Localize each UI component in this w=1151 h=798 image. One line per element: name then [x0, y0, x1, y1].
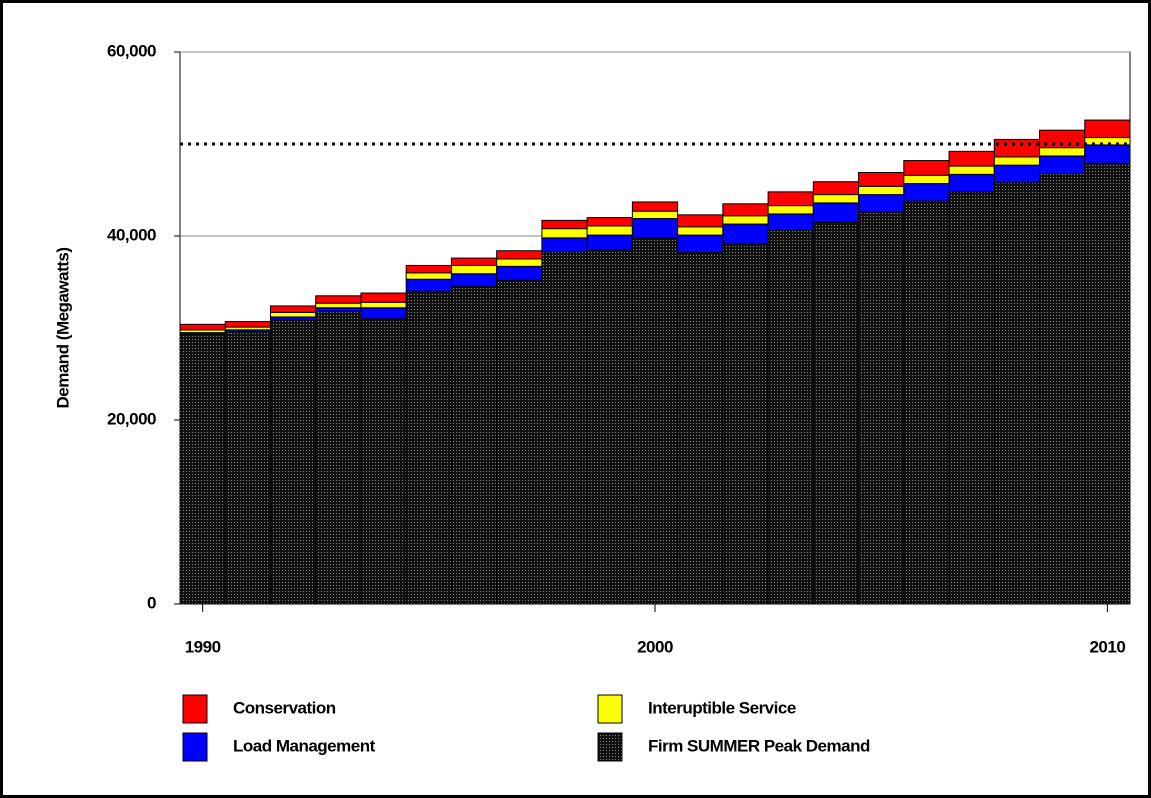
bar-segment: [269, 311, 317, 318]
bar-segment: [1084, 144, 1131, 164]
bar-segment: [858, 172, 905, 187]
bar-segment: [903, 200, 950, 605]
bar-segment: [224, 321, 271, 328]
bar-segment: [405, 272, 452, 280]
bar-segment: [586, 225, 633, 236]
bar-segment: [993, 182, 1041, 605]
bar-segment: [360, 292, 407, 303]
legend-label: Interuptible Service: [648, 698, 796, 717]
bar-segment: [224, 331, 271, 605]
bar-segment: [677, 214, 724, 228]
bar-segment: [631, 201, 679, 212]
bar-segment: [677, 226, 724, 236]
bar-segment: [405, 264, 452, 274]
bar-segment: [1039, 172, 1086, 605]
bar-segment: [496, 279, 543, 605]
bar-segment: [812, 221, 860, 605]
bar-segment: [269, 319, 317, 605]
legend-label: Load Management: [233, 736, 376, 755]
bar-segment: [993, 138, 1041, 158]
bar-segment: [179, 333, 226, 605]
bar-segment: [767, 205, 814, 215]
bar-segment: [541, 219, 588, 230]
bar-segment: [360, 301, 407, 309]
bar-segment: [722, 215, 769, 225]
bar-segment: [541, 228, 588, 239]
bar-segment: [1039, 155, 1086, 174]
bar-segment: [631, 237, 679, 605]
bar-segment: [450, 264, 498, 275]
bar-segment: [541, 251, 588, 605]
bar-segment: [767, 213, 814, 231]
bar-segment: [903, 183, 950, 202]
bar-segment: [677, 234, 724, 254]
bar-segment: [812, 194, 860, 204]
legend-swatch: [182, 694, 208, 724]
bar-segment: [405, 290, 452, 605]
bar-segment: [1039, 147, 1086, 157]
legend-swatch: [182, 732, 208, 762]
bar-segment: [450, 286, 498, 605]
y-axis-label: Demand (Megawatts): [53, 247, 72, 408]
bar-segment: [903, 160, 950, 176]
bar-segment: [1084, 162, 1131, 605]
bar-segment: [722, 203, 769, 217]
bar-segment: [767, 229, 814, 605]
x-tick-label: 2010: [1089, 637, 1125, 656]
bar-segment: [541, 237, 588, 253]
bar-segment: [948, 191, 995, 605]
bar-segment: [496, 258, 543, 267]
bar-segment: [948, 165, 995, 175]
bar-segment: [631, 218, 679, 239]
bar-segment: [405, 278, 452, 292]
bar-segment: [812, 181, 860, 196]
bar-segment: [179, 323, 226, 331]
bar-segment: [360, 318, 407, 605]
bar-segment: [315, 302, 362, 309]
bar-segment: [450, 273, 498, 288]
bar-segment: [767, 191, 814, 207]
bar-segment: [903, 174, 950, 185]
legend-swatch: [597, 694, 623, 724]
y-tick-label: 0: [147, 593, 156, 612]
bar-segment: [586, 249, 633, 605]
legend-swatch: [597, 732, 623, 762]
bar-segment: [722, 223, 769, 244]
bar-segment: [858, 185, 905, 196]
bar-segment: [677, 252, 724, 605]
bar-segment: [631, 210, 679, 220]
y-tick-label: 20,000: [107, 409, 156, 428]
bar-segment: [812, 202, 860, 223]
bar-segment: [948, 173, 995, 193]
bar-segment: [1084, 119, 1131, 139]
bar-segment: [450, 257, 498, 266]
bar-segment: [858, 211, 905, 605]
legend-label: Conservation: [233, 698, 336, 717]
bar-segment: [993, 156, 1041, 166]
bar-segment: [496, 265, 543, 281]
y-tick-label: 60,000: [107, 41, 156, 60]
y-tick-label: 40,000: [107, 225, 156, 244]
bar-segment: [269, 305, 317, 313]
bar-segment: [315, 310, 362, 605]
x-tick-label: 1990: [185, 637, 221, 656]
bar-segment: [993, 164, 1041, 184]
bar-segment: [722, 242, 769, 605]
bar-segment: [858, 194, 905, 213]
bar-segment: [315, 295, 362, 304]
x-tick-label: 2000: [637, 637, 673, 656]
bar-segment: [360, 307, 407, 320]
bar-segment: [586, 217, 633, 227]
bar-segment: [948, 150, 995, 167]
bar-segment: [496, 250, 543, 260]
bar-segment: [586, 234, 633, 251]
bar-segment: [1084, 137, 1131, 146]
legend-label: Firm SUMMER Peak Demand: [648, 736, 870, 755]
bar-segment: [315, 307, 362, 312]
